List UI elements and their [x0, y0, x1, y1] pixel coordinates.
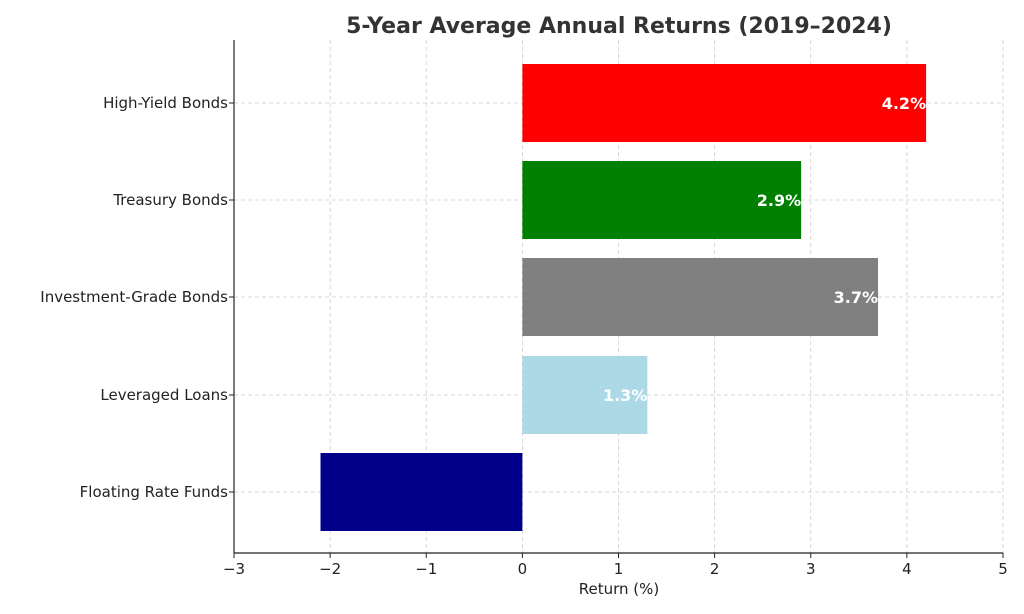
chart-title: 5-Year Average Annual Returns (2019–2024… — [346, 14, 892, 39]
y-tick-label: Leveraged Loans — [100, 386, 228, 404]
bar-value-label: 3.7% — [834, 288, 878, 307]
x-tick-label: 2 — [710, 560, 720, 578]
bar-value-label: 2.9% — [757, 191, 801, 210]
y-tick-label: Treasury Bonds — [112, 191, 228, 209]
x-tick-label: −1 — [415, 560, 437, 578]
bar-value-label: 4.2% — [882, 94, 926, 113]
y-tick-label: High-Yield Bonds — [103, 94, 228, 112]
y-ticks: High-Yield Bonds Treasury Bonds Investment… — [40, 94, 234, 501]
bar — [522, 356, 648, 434]
x-ticks: −3 −2 −1 0 1 2 3 4 5 — [223, 553, 1008, 578]
x-tick-label: −3 — [223, 560, 245, 578]
x-tick-label: 3 — [806, 560, 816, 578]
bar — [320, 453, 523, 531]
x-tick-label: −2 — [319, 560, 341, 578]
data-labels: 4.2% 2.9% 3.7% 1.3% — [603, 94, 926, 405]
bar — [522, 161, 802, 239]
x-axis-label: Return (%) — [579, 580, 660, 598]
x-tick-label: 4 — [902, 560, 912, 578]
y-tick-label: Investment-Grade Bonds — [40, 288, 228, 306]
bar — [522, 258, 879, 336]
x-tick-label: 0 — [518, 560, 528, 578]
bar — [522, 64, 927, 142]
x-tick-label: 1 — [614, 560, 624, 578]
bars — [320, 64, 927, 531]
y-tick-label: Floating Rate Funds — [80, 483, 229, 501]
bar-value-label: 1.3% — [603, 386, 647, 405]
x-tick-label: 5 — [998, 560, 1008, 578]
